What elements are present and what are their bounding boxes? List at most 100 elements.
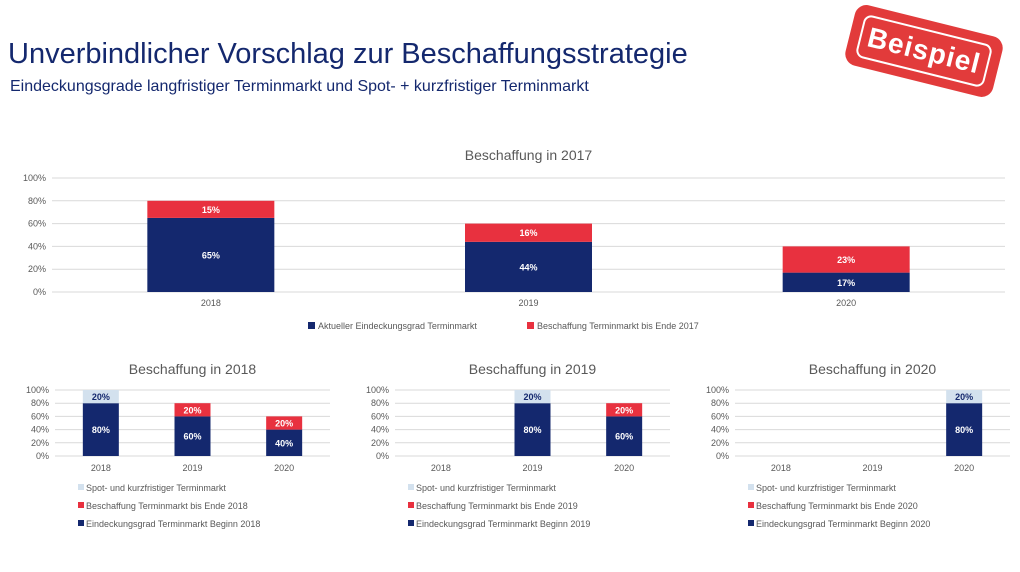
x-tick-label: 2018 bbox=[771, 463, 791, 473]
y-tick-label: 20% bbox=[28, 264, 46, 274]
bar-light-2020 bbox=[946, 390, 983, 404]
bar-red-2020 bbox=[606, 403, 643, 417]
data-label: 20% bbox=[523, 392, 541, 402]
legend-label: Beschaffung Terminmarkt bis Ende 2019 bbox=[416, 501, 578, 511]
x-tick-label: 2020 bbox=[954, 463, 974, 473]
y-tick-label: 80% bbox=[31, 398, 49, 408]
y-tick-label: 60% bbox=[711, 411, 729, 421]
x-tick-label: 2019 bbox=[522, 463, 542, 473]
y-tick-label: 100% bbox=[23, 173, 46, 183]
bar-navy-2020 bbox=[266, 429, 303, 456]
data-label: 80% bbox=[523, 425, 541, 435]
legend-label: Eindeckungsgrad Terminmarkt Beginn 2020 bbox=[756, 519, 930, 529]
x-tick-label: 2020 bbox=[836, 298, 856, 308]
x-tick-label: 2018 bbox=[201, 298, 221, 308]
x-tick-label: 2019 bbox=[182, 463, 202, 473]
legend-swatch bbox=[78, 502, 84, 508]
x-tick-label: 2019 bbox=[518, 298, 538, 308]
legend-swatch bbox=[748, 502, 754, 508]
y-tick-label: 80% bbox=[371, 398, 389, 408]
y-tick-label: 0% bbox=[716, 451, 729, 461]
y-tick-label: 100% bbox=[366, 385, 389, 395]
legend-label: Aktueller Eindeckungsgrad Terminmarkt bbox=[318, 321, 477, 331]
data-label: 80% bbox=[92, 425, 110, 435]
data-label: 15% bbox=[202, 205, 220, 215]
stamp-border: Beispiel bbox=[854, 13, 994, 89]
beispiel-stamp: Beispiel bbox=[842, 2, 1006, 100]
legend-label: Eindeckungsgrad Terminmarkt Beginn 2019 bbox=[416, 519, 590, 529]
data-label: 20% bbox=[615, 405, 633, 415]
data-label: 20% bbox=[955, 392, 973, 402]
legend-label: Beschaffung Terminmarkt bis Ende 2018 bbox=[86, 501, 248, 511]
legend-label: Spot- und kurzfristiger Terminmarkt bbox=[416, 483, 556, 493]
chart-title: Beschaffung in 2018 bbox=[129, 361, 257, 377]
bar-navy-2019 bbox=[514, 403, 551, 456]
stamp-text: Beispiel bbox=[864, 21, 984, 80]
y-tick-label: 0% bbox=[36, 451, 49, 461]
y-tick-label: 80% bbox=[28, 196, 46, 206]
bar-navy-2018 bbox=[147, 217, 275, 292]
bar-red-2019 bbox=[174, 403, 211, 417]
legend-swatch bbox=[408, 502, 414, 508]
data-label: 17% bbox=[837, 278, 855, 288]
legend-label: Beschaffung Terminmarkt bis Ende 2017 bbox=[537, 321, 699, 331]
y-tick-label: 60% bbox=[31, 411, 49, 421]
y-tick-label: 0% bbox=[33, 287, 46, 297]
data-label: 20% bbox=[92, 392, 110, 402]
data-label: 60% bbox=[183, 432, 201, 442]
bar-light-2018 bbox=[82, 390, 119, 404]
legend-swatch bbox=[748, 520, 754, 526]
y-tick-label: 40% bbox=[31, 425, 49, 435]
data-label: 23% bbox=[837, 255, 855, 265]
data-label: 16% bbox=[519, 228, 537, 238]
x-tick-label: 2019 bbox=[862, 463, 882, 473]
x-tick-label: 2020 bbox=[274, 463, 294, 473]
bar-navy-2020 bbox=[606, 416, 643, 456]
y-tick-label: 40% bbox=[28, 241, 46, 251]
legend-swatch bbox=[748, 484, 754, 490]
y-tick-label: 80% bbox=[711, 398, 729, 408]
y-tick-label: 40% bbox=[711, 425, 729, 435]
x-tick-label: 2020 bbox=[614, 463, 634, 473]
legend-swatch bbox=[408, 520, 414, 526]
x-tick-label: 2018 bbox=[431, 463, 451, 473]
legend-swatch bbox=[527, 322, 534, 329]
bar-red-2020 bbox=[782, 246, 910, 273]
bar-navy-2020 bbox=[782, 272, 910, 292]
data-label: 80% bbox=[955, 425, 973, 435]
data-label: 65% bbox=[202, 250, 220, 260]
y-tick-label: 100% bbox=[706, 385, 729, 395]
y-tick-label: 20% bbox=[31, 438, 49, 448]
chart-title: Beschaffung in 2020 bbox=[809, 361, 937, 377]
legend-label: Spot- und kurzfristiger Terminmarkt bbox=[756, 483, 896, 493]
page-subtitle: Eindeckungsgrade langfristiger Terminmar… bbox=[10, 78, 589, 95]
bar-navy-2019 bbox=[174, 416, 211, 456]
legend-swatch bbox=[78, 484, 84, 490]
data-label: 20% bbox=[275, 419, 293, 429]
legend-swatch bbox=[78, 520, 84, 526]
legend-swatch bbox=[408, 484, 414, 490]
y-tick-label: 20% bbox=[371, 438, 389, 448]
bar-light-2019 bbox=[514, 390, 551, 404]
y-tick-label: 20% bbox=[711, 438, 729, 448]
page-title: Unverbindlicher Vorschlag zur Beschaffun… bbox=[8, 38, 688, 70]
x-tick-label: 2018 bbox=[91, 463, 111, 473]
bar-navy-2020 bbox=[946, 403, 983, 456]
bar-red-2020 bbox=[266, 416, 303, 430]
chart-beschaffung-2019: Beschaffung in 2019 0% 20% 40% 60% 80% 100% 201… bbox=[366, 361, 670, 529]
data-label: 44% bbox=[519, 262, 537, 272]
chart-beschaffung-2020: Beschaffung in 2020 0% 20% 40% 60% 80% 100% 201… bbox=[706, 361, 1010, 529]
data-label: 40% bbox=[275, 438, 293, 448]
y-tick-label: 0% bbox=[376, 451, 389, 461]
legend-swatch bbox=[308, 322, 315, 329]
y-tick-label: 40% bbox=[371, 425, 389, 435]
data-label: 20% bbox=[183, 405, 201, 415]
legend-label: Beschaffung Terminmarkt bis Ende 2020 bbox=[756, 501, 918, 511]
y-tick-label: 60% bbox=[371, 411, 389, 421]
chart-title: Beschaffung in 2017 bbox=[465, 147, 593, 163]
y-tick-label: 60% bbox=[28, 219, 46, 229]
bar-navy-2018 bbox=[82, 403, 119, 456]
bar-navy-2019 bbox=[465, 241, 592, 292]
bar-red-2019 bbox=[465, 223, 592, 242]
bar-red-2018 bbox=[147, 200, 275, 218]
